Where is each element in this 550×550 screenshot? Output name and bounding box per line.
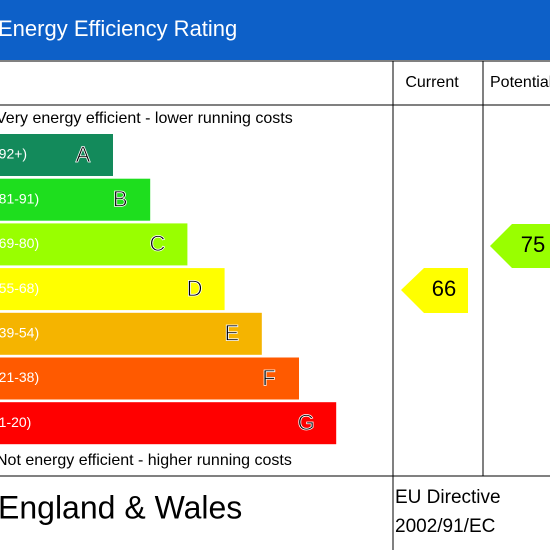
band-range: (39-54) [0, 325, 39, 341]
band-bar [0, 268, 225, 311]
band-range: (69-80) [0, 235, 39, 251]
band-letter: F [262, 365, 275, 390]
current-arrow [401, 268, 468, 313]
band-letter: G [298, 410, 315, 435]
band-letter: C [149, 231, 165, 256]
band-letter: B [113, 187, 128, 212]
band-bar [0, 357, 299, 400]
title: Energy Efficiency Rating [0, 16, 237, 41]
band-bar [0, 402, 337, 445]
column-header: Current [405, 74, 459, 91]
top-note: Very energy efficient - lower running co… [0, 110, 293, 127]
band-letter: E [224, 321, 239, 346]
band-range: (1-20) [0, 414, 31, 430]
band-range: (21-38) [0, 369, 39, 385]
potential-rating: 75 [521, 232, 545, 257]
potential-arrow [490, 224, 550, 268]
band-letter: A [76, 142, 91, 167]
current-rating: 66 [432, 276, 456, 301]
region: England & Wales [0, 489, 242, 525]
band-range: (81-91) [0, 190, 39, 206]
bottom-note: Not energy efficient - higher running co… [0, 452, 292, 469]
band-range: (92+) [0, 146, 27, 162]
column-header: Potential [490, 74, 550, 91]
title-bar [0, 0, 550, 60]
directive: 2002/91/EC [395, 516, 495, 537]
band-bar [0, 312, 262, 355]
band-bar [0, 223, 188, 266]
band-bar [0, 134, 113, 176]
directive: EU Directive [395, 487, 501, 508]
band-letter: D [187, 276, 203, 301]
band-bar [0, 178, 151, 221]
band-range: (55-68) [0, 280, 39, 296]
